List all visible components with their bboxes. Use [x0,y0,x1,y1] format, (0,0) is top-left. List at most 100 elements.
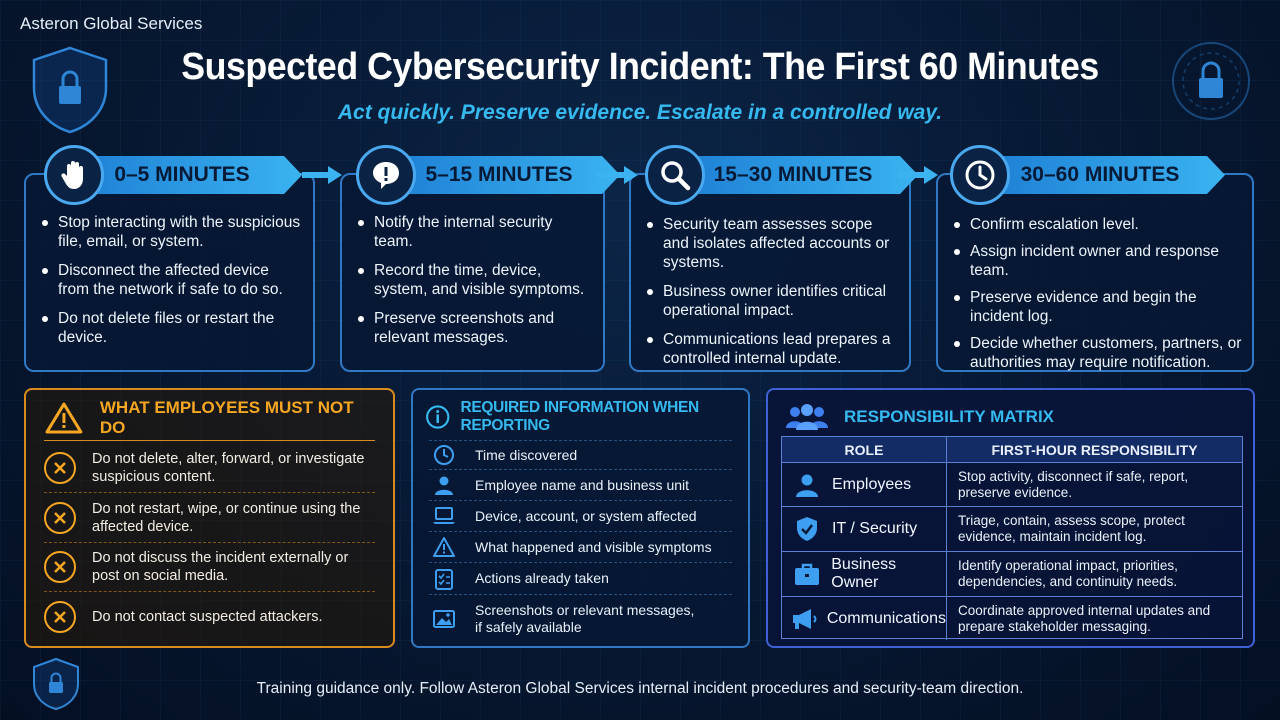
list-item-text: Screenshots or relevant messages, if saf… [475,601,695,635]
list-item: Business owner identifies critical opera… [647,282,899,320]
brand-name: Asteron Global Services [20,14,203,33]
shield-icon [782,516,832,542]
list-item-text: Device, account, or system affected [475,507,697,524]
list-item-text: Time discovered [475,446,578,463]
list-item: Do not restart, wipe, or continue using … [44,493,375,543]
role-cell: Employees [782,463,947,506]
list-item: Preserve evidence and begin the incident… [954,288,1242,326]
panel-title: REQUIRED INFORMATION WHEN REPORTING [460,399,699,434]
list-item: Device, account, or system affected [429,501,732,532]
role-label: IT / Security [832,520,918,537]
table-row: Employees Stop activity, disconnect if s… [782,463,1242,507]
phase-list: Security team assesses scope and isolate… [647,215,899,378]
list-item: Confirm escalation level. [954,215,1242,234]
shield-lock-icon [33,657,79,711]
phase-banner-label: 5–15 MINUTES [388,156,620,194]
phase-list: Stop interacting with the suspicious fil… [42,213,303,357]
list-item: Disconnect the affected device from the … [42,261,303,299]
list-item: Do not delete files or restart the devic… [42,309,303,347]
responsibility-matrix-panel: RESPONSIBILITY MATRIX ROLE FIRST-HOUR RE… [766,388,1255,648]
person-icon [782,472,832,498]
list-item: Communications lead prepares a controlle… [647,330,899,368]
team-icon [786,404,828,430]
column-header-role: ROLE [782,437,947,463]
role-label: Employees [832,475,912,493]
x-circle-icon [44,601,76,633]
column-header-responsibility: FIRST-HOUR RESPONSIBILITY [947,437,1242,463]
list-item-text: Do not discuss the incident externally o… [92,550,349,584]
warning-icon [429,536,459,558]
warning-icon [45,402,83,434]
divider [44,440,375,441]
role-cell: Communications [782,597,947,640]
phase-card-30-60: Confirm escalation level. Assign inciden… [936,173,1254,372]
table-row: Communications Coordinate approved inter… [782,597,1242,640]
alert-bubble-icon [356,145,416,205]
responsibility-text: Identify operational impact, priorities,… [958,558,1178,589]
arrow-right-icon [302,166,342,184]
arrow-right-icon [898,166,938,184]
list-item-text: What happened and visible symptoms [475,538,712,555]
phase-card-5-15: Notify the internal security team. Recor… [340,173,605,372]
phase-banner-label: 15–30 MINUTES [678,156,918,194]
panel-header: REQUIRED INFORMATION WHEN REPORTING [425,399,742,434]
list-item: Decide whether customers, partners, or a… [954,334,1242,372]
lock-ring-icon [1172,42,1250,120]
shield-lock-icon [32,46,108,134]
x-circle-icon [44,501,76,534]
list-item-text: Actions already taken [475,570,609,586]
info-icon [426,405,450,429]
megaphone-icon [782,607,827,631]
list-item: What happened and visible symptoms [429,532,732,563]
table-row: Business Owner Identify operational impa… [782,552,1242,597]
responsibility-table: ROLE FIRST-HOUR RESPONSIBILITY Employees… [781,436,1243,640]
list-item-text: Do not restart, wipe, or continue using … [92,500,361,535]
list-item: Employee name and business unit [429,470,732,501]
panel-title: WHAT EMPLOYEES MUST NOT DO [99,398,354,437]
x-circle-icon [44,452,76,484]
clock-icon [429,444,459,466]
role-label: Business Owner [831,556,897,591]
arrow-right-icon [598,166,638,184]
list-item: Do not discuss the incident externally o… [44,543,375,592]
magnifier-icon [645,145,705,205]
list-item: Notify the internal security team. [358,213,593,251]
person-icon [429,474,459,496]
phase-banner-label: 30–60 MINUTES [985,156,1225,194]
list-item: Time discovered [429,440,732,470]
list-item: Security team assesses scope and isolate… [647,215,899,272]
clock-icon [950,145,1010,205]
list-item: Stop interacting with the suspicious fil… [42,213,303,251]
list-item: Preserve screenshots and relevant messag… [358,309,593,347]
phase-list: Notify the internal security team. Recor… [358,213,593,357]
list-item: Screenshots or relevant messages, if saf… [429,595,732,642]
list-item-text: Employee name and business unit [475,476,690,493]
table-row: IT / Security Triage, contain, assess sc… [782,507,1242,552]
phase-list: Confirm escalation level. Assign inciden… [954,215,1242,372]
page-title: Suspected Cybersecurity Incident: The Fi… [181,46,1099,88]
footer-note: Training guidance only. Follow Asteron G… [256,680,1024,697]
list-item-text: Do not delete, alter, forward, or invest… [92,451,365,485]
responsibility-text: Triage, contain, assess scope, protect e… [958,513,1185,544]
list-item: Record the time, device, system, and vis… [358,261,593,299]
briefcase-icon [782,562,831,586]
required-info-panel: REQUIRED INFORMATION WHEN REPORTING Time… [411,388,750,648]
responsibility-text: Stop activity, disconnect if safe, repor… [958,468,1189,500]
role-cell: IT / Security [782,507,947,551]
image-icon [429,608,459,630]
phase-banner-label: 0–5 MINUTES [72,156,302,194]
hand-stop-icon [44,145,104,205]
must-not-do-panel: WHAT EMPLOYEES MUST NOT DO Do not delete… [24,388,395,648]
laptop-icon [429,505,459,527]
panel-header: RESPONSIBILITY MATRIX [784,400,1243,434]
checklist-icon [429,567,459,591]
list-item: Do not delete, alter, forward, or invest… [44,444,375,493]
phase-card-15-30: Security team assesses scope and isolate… [629,173,911,372]
role-cell: Business Owner [782,552,947,596]
responsibility-text: Coordinate approved internal updates and… [958,602,1211,634]
list-item-text: Do not contact suspected attackers. [92,609,323,625]
panel-title: RESPONSIBILITY MATRIX [844,407,1055,426]
list-item: Do not contact suspected attackers. [44,592,375,642]
x-circle-icon [44,551,76,583]
role-label: Communications [826,609,946,627]
